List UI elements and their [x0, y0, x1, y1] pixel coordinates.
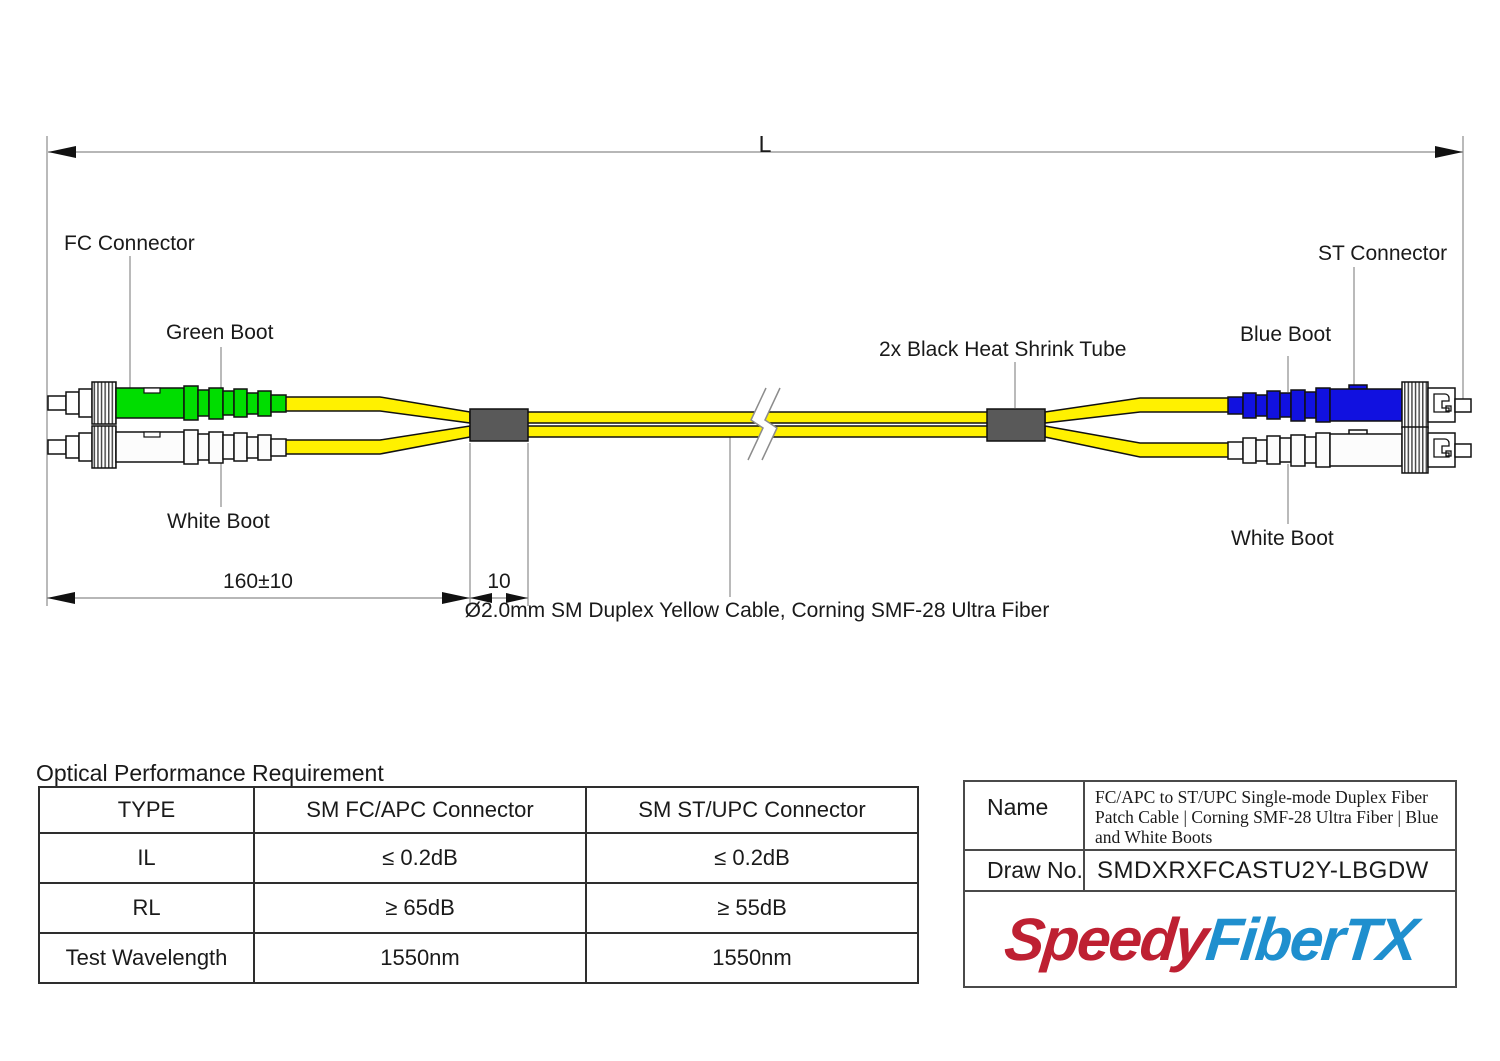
table-row-wavelength: Test Wavelength 1550nm 1550nm: [38, 932, 919, 984]
title-block-logo-row: SpeedyFiberTX: [965, 892, 1455, 986]
dimension-lines: [46, 136, 1464, 606]
st-knurled-nuts: [1401, 381, 1429, 474]
fc-knurled-nuts: [91, 381, 117, 469]
draw-no-label: Draw No.: [965, 851, 1085, 890]
table-header-row: TYPE SM FC/APC Connector SM ST/UPC Conne…: [38, 786, 919, 834]
logo-fibertx: FiberTX: [1202, 905, 1419, 973]
st-white-boot-body: [1227, 429, 1403, 468]
white-boot-left-label: White Boot: [167, 510, 270, 533]
row-rl-type: RL: [38, 882, 255, 934]
speedyfibertx-logo: SpeedyFiberTX: [1001, 905, 1419, 974]
dimension-tube-label: 10: [487, 570, 511, 593]
title-block-name-row: Name FC/APC to ST/UPC Single-mode Duplex…: [965, 782, 1455, 851]
row-il-type: IL: [38, 832, 255, 884]
performance-table-title: Optical Performance Requirement: [36, 760, 384, 786]
cable-break-symbol: [747, 387, 781, 461]
row-il-fc: ≤ 0.2dB: [253, 832, 587, 884]
header-type: TYPE: [38, 786, 255, 834]
logo-speedy: Speedy: [1001, 905, 1210, 973]
cable-diagram: [46, 136, 1472, 606]
row-rl-st: ≥ 55dB: [585, 882, 919, 934]
st-connector-label: ST Connector: [1318, 242, 1448, 265]
row-wl-st: 1550nm: [585, 932, 919, 984]
performance-table: TYPE SM FC/APC Connector SM ST/UPC Conne…: [38, 786, 919, 984]
green-boot-label: Green Boot: [166, 321, 274, 344]
heat-shrink-tubes: [469, 408, 1046, 442]
fc-green-body-notch: [143, 387, 161, 394]
row-rl-fc: ≥ 65dB: [253, 882, 587, 934]
row-wl-fc: 1550nm: [253, 932, 587, 984]
title-block: Name FC/APC to ST/UPC Single-mode Duplex…: [963, 780, 1457, 988]
st-blue-boot-body: [1227, 384, 1403, 423]
row-wl-type: Test Wavelength: [38, 932, 255, 984]
table-row-il: IL ≤ 0.2dB ≤ 0.2dB: [38, 832, 919, 884]
fc-white-body-notch: [143, 431, 161, 438]
title-block-drawno-row: Draw No. SMDXRXFCASTU2Y-LBGDW: [965, 851, 1455, 892]
dimension-arrows: [47, 146, 1463, 604]
name-label: Name: [965, 782, 1085, 849]
st-bayonet-housings: [1427, 387, 1472, 468]
st-bayonet-slots: [1433, 393, 1452, 458]
dimension-l-label: L: [758, 131, 772, 157]
blue-boot-label: Blue Boot: [1240, 323, 1332, 346]
fc-white-body-boot: [115, 429, 287, 465]
header-fc-apc: SM FC/APC Connector: [253, 786, 587, 834]
dimension-breakout-label: 160±10: [223, 570, 293, 593]
fc-connector-metal-parts: [47, 388, 93, 462]
white-boot-right-label: White Boot: [1231, 527, 1334, 550]
fc-green-body-boot: [115, 385, 287, 421]
fc-connector-label: FC Connector: [64, 232, 195, 255]
cable-note-label: Ø2.0mm SM Duplex Yellow Cable, Corning S…: [464, 599, 1050, 622]
table-row-rl: RL ≥ 65dB ≥ 55dB: [38, 882, 919, 934]
draw-no-value: SMDXRXFCASTU2Y-LBGDW: [1097, 856, 1429, 884]
name-value: FC/APC to ST/UPC Single-mode Duplex Fibe…: [1095, 787, 1439, 847]
heat-shrink-tube-label: 2x Black Heat Shrink Tube: [879, 338, 1127, 361]
row-il-st: ≤ 0.2dB: [585, 832, 919, 884]
header-st-upc: SM ST/UPC Connector: [585, 786, 919, 834]
